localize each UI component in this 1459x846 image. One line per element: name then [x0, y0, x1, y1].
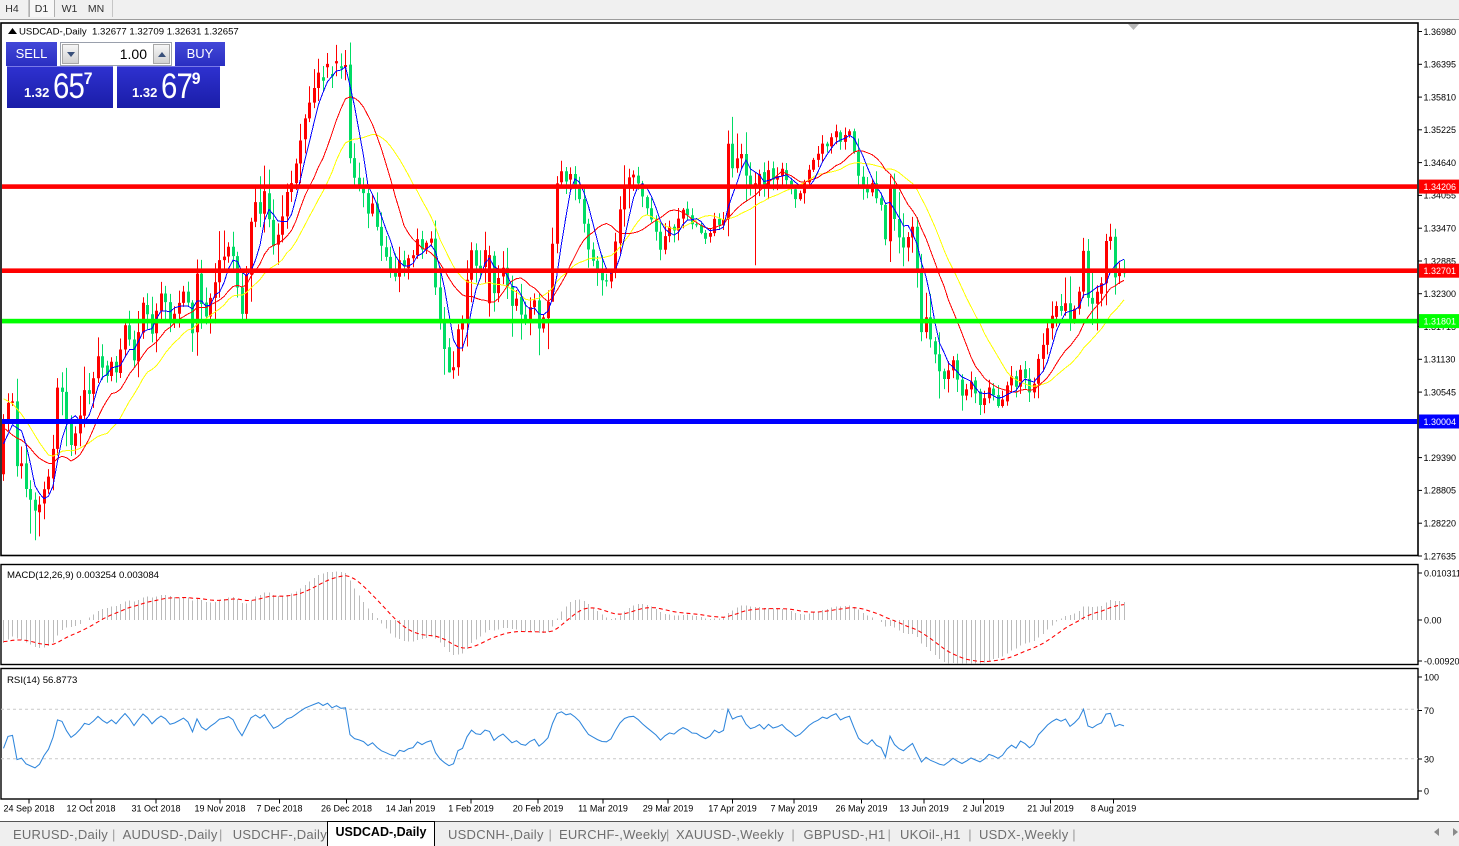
svg-text:31 Oct 2018: 31 Oct 2018 — [131, 804, 180, 814]
svg-text:1.28805: 1.28805 — [1424, 486, 1457, 496]
svg-text:USDCAD-,Daily 1.32677 1.32709: USDCAD-,Daily 1.32677 1.32709 1.32631 1.… — [19, 27, 239, 38]
svg-text:24 Sep 2018: 24 Sep 2018 — [3, 804, 54, 814]
svg-text:26 Dec 2018: 26 Dec 2018 — [321, 804, 372, 814]
svg-text:70: 70 — [1424, 706, 1434, 716]
svg-text:0: 0 — [1424, 786, 1429, 796]
svg-text:1.34055: 1.34055 — [1424, 191, 1457, 201]
svg-text:12 Oct 2018: 12 Oct 2018 — [66, 804, 115, 814]
svg-text:7 Dec 2018: 7 Dec 2018 — [256, 804, 302, 814]
svg-text:21 Jul 2019: 21 Jul 2019 — [1027, 804, 1074, 814]
svg-text:1.27635: 1.27635 — [1424, 551, 1457, 561]
svg-text:1.31801: 1.31801 — [1424, 316, 1457, 326]
svg-text:1.29390: 1.29390 — [1424, 453, 1457, 463]
svg-text:7 May 2019: 7 May 2019 — [770, 804, 817, 814]
svg-text:1.36980: 1.36980 — [1424, 27, 1457, 37]
svg-text:100: 100 — [1424, 672, 1439, 682]
svg-text:1.33470: 1.33470 — [1424, 224, 1457, 234]
svg-text:1.30545: 1.30545 — [1424, 387, 1457, 397]
svg-text:1.32701: 1.32701 — [1424, 266, 1457, 276]
svg-text:1.32885: 1.32885 — [1424, 256, 1457, 266]
svg-text:19 Nov 2018: 19 Nov 2018 — [194, 804, 245, 814]
svg-text:1.30004: 1.30004 — [1424, 417, 1457, 427]
svg-text:RSI(14) 56.8773: RSI(14) 56.8773 — [7, 675, 77, 686]
svg-text:30: 30 — [1424, 754, 1434, 764]
svg-text:26 May 2019: 26 May 2019 — [835, 804, 887, 814]
svg-text:14 Jan 2019: 14 Jan 2019 — [386, 804, 436, 814]
svg-text:1 Feb 2019: 1 Feb 2019 — [448, 804, 494, 814]
svg-text:-0.009203: -0.009203 — [1424, 656, 1459, 666]
svg-text:MACD(12,26,9) 0.003254 0.00308: MACD(12,26,9) 0.003254 0.003084 — [7, 570, 160, 581]
svg-text:1.31130: 1.31130 — [1424, 355, 1456, 365]
svg-text:1.35225: 1.35225 — [1424, 125, 1457, 135]
svg-text:1.34640: 1.34640 — [1424, 158, 1457, 168]
svg-text:0.00: 0.00 — [1424, 615, 1442, 625]
svg-text:29 Mar 2019: 29 Mar 2019 — [643, 804, 694, 814]
svg-text:1.35810: 1.35810 — [1424, 92, 1457, 102]
svg-text:1.36395: 1.36395 — [1424, 60, 1457, 70]
svg-text:8 Aug 2019: 8 Aug 2019 — [1091, 804, 1137, 814]
svg-text:0.010311: 0.010311 — [1424, 568, 1459, 578]
svg-text:17 Apr 2019: 17 Apr 2019 — [708, 804, 757, 814]
svg-text:1.34206: 1.34206 — [1424, 182, 1457, 192]
svg-text:1.32300: 1.32300 — [1424, 289, 1457, 299]
svg-text:1.28220: 1.28220 — [1424, 519, 1457, 529]
svg-text:11 Mar 2019: 11 Mar 2019 — [578, 804, 628, 814]
svg-text:13 Jun 2019: 13 Jun 2019 — [899, 804, 949, 814]
svg-text:2 Jul 2019: 2 Jul 2019 — [963, 804, 1005, 814]
svg-text:20 Feb 2019: 20 Feb 2019 — [513, 804, 564, 814]
